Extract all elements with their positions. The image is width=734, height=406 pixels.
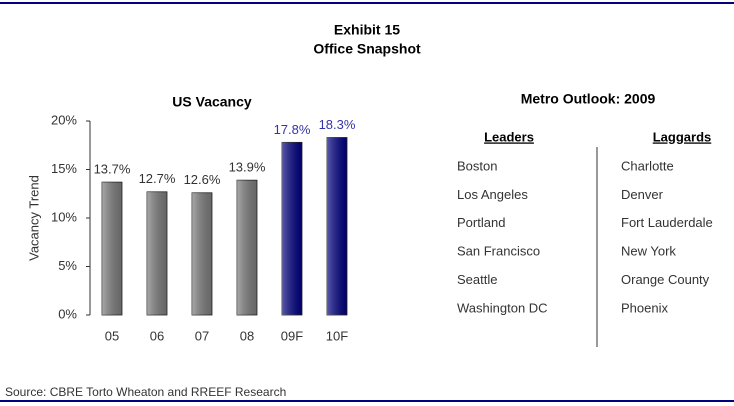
bar-shade [102,182,122,315]
x-tick-label: 07 [195,328,209,343]
y-tick-label: 10% [51,209,77,224]
leaders-item: Portland [457,215,505,230]
laggards-item: Charlotte [621,158,674,173]
x-tick-label: 08 [240,328,254,343]
x-tick-label: 06 [150,328,164,343]
x-tick-label: 10F [326,328,348,343]
laggards-item: Phoenix [621,300,668,315]
y-axis-title: Vacancy Trend [26,175,41,261]
x-tick-label: 05 [105,328,119,343]
laggards-heading: Laggards [653,129,712,144]
value-label: 13.7% [94,162,131,177]
laggards-item: Fort Lauderdale [621,215,713,230]
bar-shade [147,191,167,315]
y-tick-label: 5% [58,258,77,273]
y-tick-label: 0% [58,306,77,321]
value-label: 18.3% [319,117,356,132]
leaders-item: Los Angeles [457,187,528,202]
leaders-heading: Leaders [484,129,534,144]
chart-title: US Vacancy [172,94,252,110]
leaders-item: Seattle [457,272,497,287]
value-label: 13.9% [229,160,266,175]
title: Exhibit 15 [334,22,400,38]
laggards-item: New York [621,244,676,259]
y-tick-label: 20% [51,112,77,127]
value-label: 17.8% [274,122,311,137]
bar-shade [192,192,212,315]
y-tick-label: 15% [51,161,77,176]
value-label: 12.6% [184,172,221,187]
panel-title: Metro Outlook: 2009 [521,91,656,107]
x-tick-label: 09F [281,328,303,343]
laggards-item: Orange County [621,272,710,287]
bar-shade [282,142,302,315]
source: Source: CBRE Torto Wheaton and RREEF Res… [5,385,286,399]
leaders-item: Washington DC [457,300,548,315]
leaders-item: San Francisco [457,244,540,259]
bar-shade [237,180,257,315]
bar-shade [327,137,347,315]
leaders-item: Boston [457,158,497,173]
subtitle: Office Snapshot [313,41,421,57]
laggards-item: Denver [621,187,664,202]
value-label: 12.7% [139,171,176,186]
